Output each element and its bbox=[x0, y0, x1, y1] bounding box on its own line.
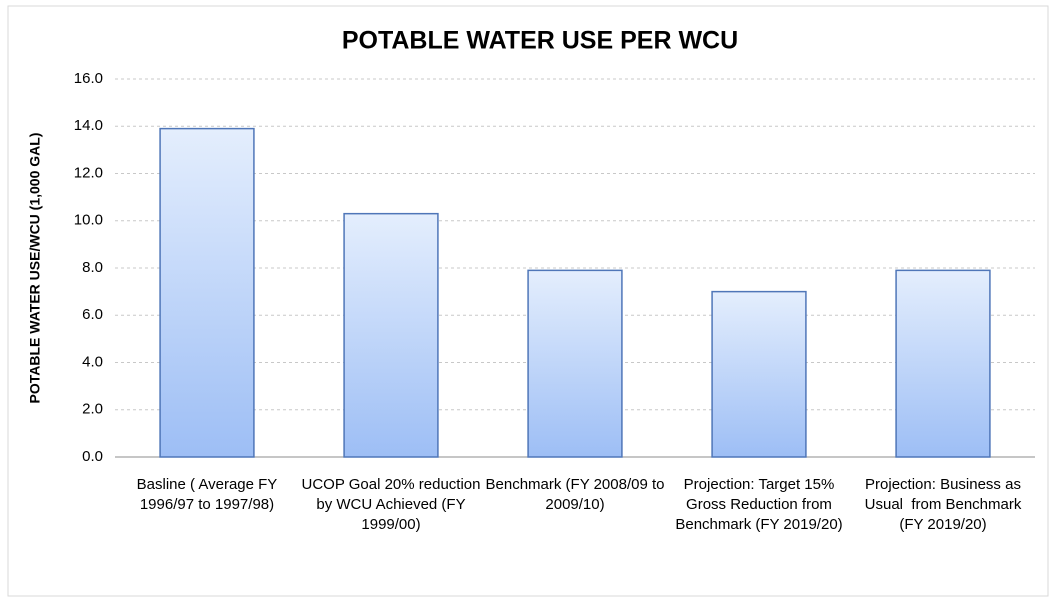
y-tick-label: 0.0 bbox=[82, 448, 103, 465]
y-tick-label: 16.0 bbox=[74, 70, 103, 87]
bar bbox=[895, 269, 991, 458]
y-tick-label: 12.0 bbox=[74, 164, 103, 181]
y-tick-label: 2.0 bbox=[82, 401, 103, 418]
bar bbox=[159, 127, 255, 458]
y-axis-label: POTABLE WATER USE/WCU (1,000 GAL) bbox=[27, 133, 43, 404]
y-tick-label: 8.0 bbox=[82, 259, 103, 276]
bar bbox=[711, 290, 807, 458]
x-tick-label: Projection: Target 15% Gross Reduction f… bbox=[675, 476, 843, 533]
bar bbox=[527, 269, 623, 458]
chart-title: POTABLE WATER USE PER WCU bbox=[342, 27, 738, 55]
x-tick-label: Basline ( Average FY 1996/97 to 1997/98) bbox=[136, 476, 282, 513]
x-tick-label: Benchmark (FY 2008/09 to 2009/10) bbox=[485, 476, 665, 513]
y-tick-label: 10.0 bbox=[74, 212, 103, 229]
x-tick-label: UCOP Goal 20% reduction by WCU Achieved … bbox=[301, 476, 481, 533]
y-tick-label: 6.0 bbox=[82, 306, 103, 323]
x-tick-label: Projection: Business as Usual from Bench… bbox=[864, 476, 1026, 533]
y-tick-label: 4.0 bbox=[82, 353, 103, 370]
bar bbox=[343, 212, 439, 458]
y-tick-label: 14.0 bbox=[74, 117, 103, 134]
